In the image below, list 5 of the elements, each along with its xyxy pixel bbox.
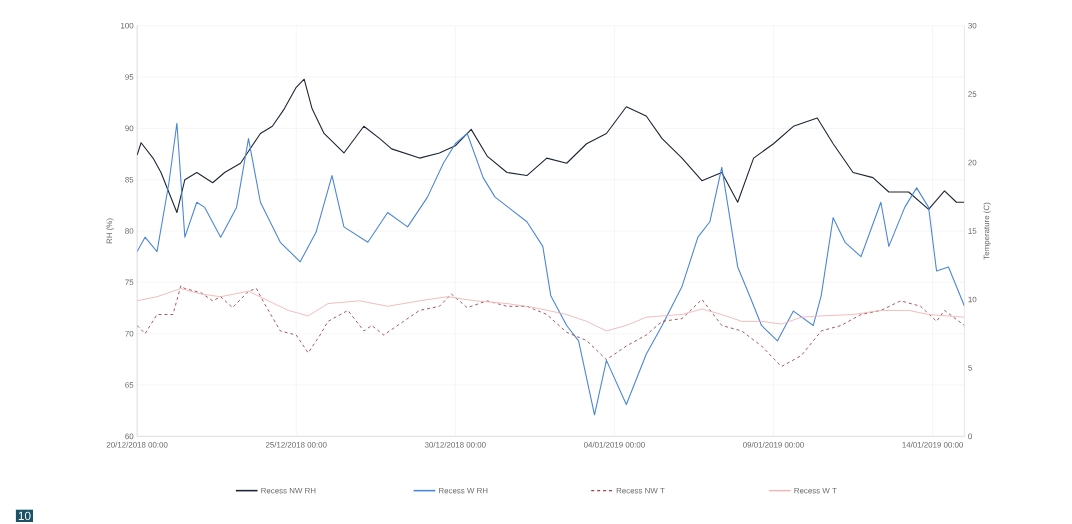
line-series xyxy=(137,287,965,332)
line-series xyxy=(137,285,965,367)
line-series xyxy=(137,78,965,213)
text: 10 xyxy=(18,511,31,520)
line-series xyxy=(137,122,965,416)
